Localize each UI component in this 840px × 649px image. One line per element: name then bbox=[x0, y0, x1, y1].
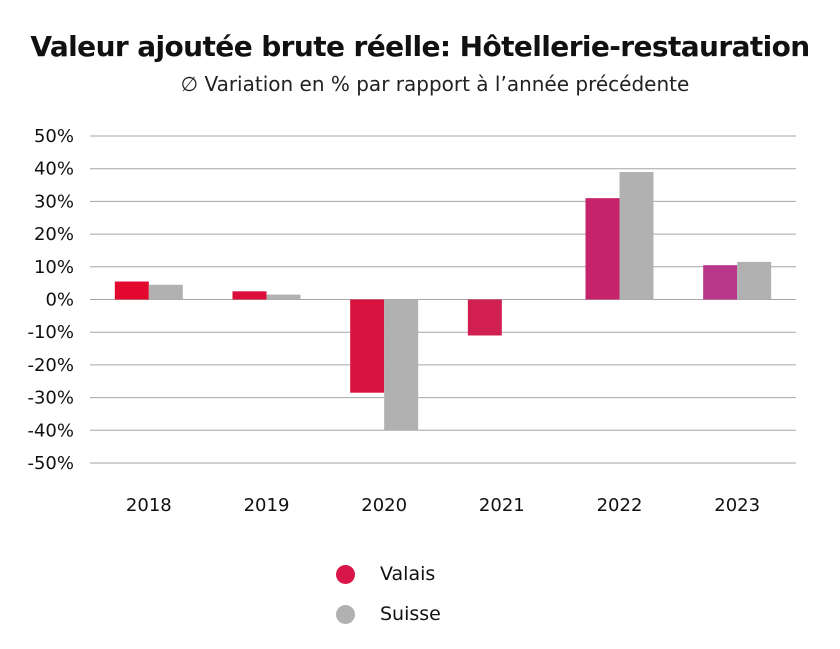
bars bbox=[114, 171, 772, 431]
y-tick-label: 40% bbox=[34, 159, 74, 180]
x-tick-label: 2022 bbox=[597, 495, 643, 516]
x-tick-label: 2018 bbox=[126, 495, 172, 516]
legend-item-suisse: Suisse bbox=[336, 594, 441, 634]
y-tick-label: -30% bbox=[27, 388, 74, 409]
x-axis-tick-labels: 2018 2019 2020 2021 2022 2023 bbox=[126, 495, 760, 516]
y-tick-label: -10% bbox=[27, 322, 74, 343]
bar-suisse-2020 bbox=[384, 299, 419, 431]
legend-item-valais: Valais bbox=[336, 554, 441, 594]
bar-valais-2023 bbox=[703, 265, 738, 300]
y-tick-label: -20% bbox=[27, 355, 74, 376]
x-tick-label: 2019 bbox=[244, 495, 290, 516]
y-axis-tick-labels: 50% 40% 30% 20% 10% 0% -10% -20% -30% -40% -50% bbox=[27, 126, 74, 474]
legend-swatch-valais bbox=[336, 564, 355, 584]
gridlines bbox=[90, 135, 796, 464]
legend-label-suisse: Suisse bbox=[380, 603, 441, 625]
y-tick-label: -40% bbox=[27, 420, 74, 441]
bar-suisse-2018 bbox=[148, 284, 183, 300]
legend: Valais Suisse bbox=[336, 554, 441, 634]
chart-title: Valeur ajoutée brute réelle: Hôtellerie-… bbox=[30, 30, 810, 63]
bar-suisse-2023 bbox=[737, 261, 772, 300]
bar-valais-2020 bbox=[350, 299, 385, 393]
x-tick-label: 2020 bbox=[361, 495, 407, 516]
legend-swatch-suisse bbox=[336, 604, 355, 624]
y-tick-label: 30% bbox=[34, 191, 74, 212]
bar-valais-2019 bbox=[232, 291, 267, 300]
x-tick-label: 2021 bbox=[479, 495, 525, 516]
bar-valais-2022 bbox=[585, 198, 620, 300]
y-tick-label: 0% bbox=[45, 290, 74, 311]
y-tick-label: -50% bbox=[27, 453, 74, 474]
y-tick-label: 20% bbox=[34, 224, 74, 245]
x-tick-label: 2023 bbox=[714, 495, 760, 516]
chart-subtitle: ∅ Variation en % par rapport à l’année p… bbox=[180, 72, 690, 96]
bar-suisse-2019 bbox=[266, 294, 301, 300]
bar-suisse-2022 bbox=[619, 171, 654, 300]
y-tick-label: 10% bbox=[34, 257, 74, 278]
y-tick-label: 50% bbox=[34, 126, 74, 147]
bar-valais-2018 bbox=[114, 281, 149, 300]
legend-label-valais: Valais bbox=[380, 563, 436, 585]
bar-valais-2021 bbox=[467, 299, 502, 336]
